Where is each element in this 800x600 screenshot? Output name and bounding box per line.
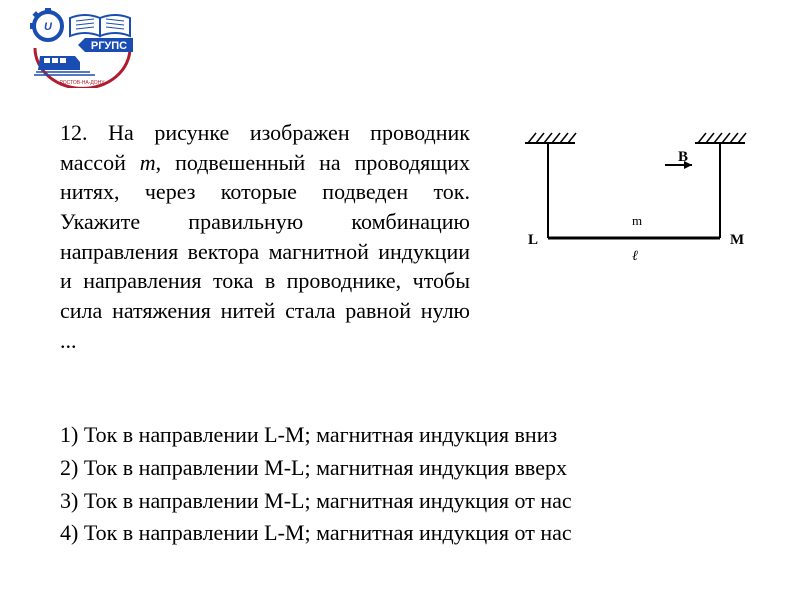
answer-4: 4) Ток в направлении L-M; магнитная инду…	[60, 518, 740, 549]
banner-icon: РГУПС	[78, 38, 133, 52]
answer-1: 1) Ток в направлении L-M; магнитная инду…	[60, 420, 740, 451]
answer-2: 2) Ток в направлении M-L; магнитная инду…	[60, 453, 740, 484]
book-icon	[70, 15, 130, 36]
gear-icon: U	[30, 8, 62, 40]
banner-text: РГУПС	[91, 40, 127, 52]
ribbon-text: РОСТОВ-НА-ДОНУ	[60, 80, 106, 86]
ceiling-left	[525, 133, 576, 143]
answer-list: 1) Ток в направлении L-M; магнитная инду…	[60, 420, 740, 551]
answer-3: 3) Ток в направлении M-L; магнитная инду…	[60, 486, 740, 517]
b-label: B	[678, 149, 688, 165]
question-part1b: , подвешенный на проводящих нитях, через…	[60, 150, 470, 353]
mass-symbol: m	[140, 150, 156, 175]
physics-diagram: B L M m ℓ	[520, 118, 750, 288]
diagram-svg: B L M m ℓ	[520, 118, 750, 288]
question-number: 12.	[60, 120, 88, 145]
page: РОСТОВ-НА-ДОНУ U	[0, 0, 800, 600]
logo-letter-u: U	[44, 21, 53, 33]
label-ell: ℓ	[632, 249, 638, 264]
b-vector: B	[665, 149, 692, 169]
label-m: m	[632, 213, 642, 228]
logo-svg: РОСТОВ-НА-ДОНУ U	[30, 8, 135, 88]
label-L: L	[528, 232, 538, 248]
train-icon	[34, 56, 95, 75]
university-logo: РОСТОВ-НА-ДОНУ U	[30, 8, 135, 88]
label-M: M	[730, 232, 744, 248]
question-text: 12. На рисунке изображен проводник массо…	[60, 118, 470, 356]
ceiling-right	[695, 133, 746, 143]
